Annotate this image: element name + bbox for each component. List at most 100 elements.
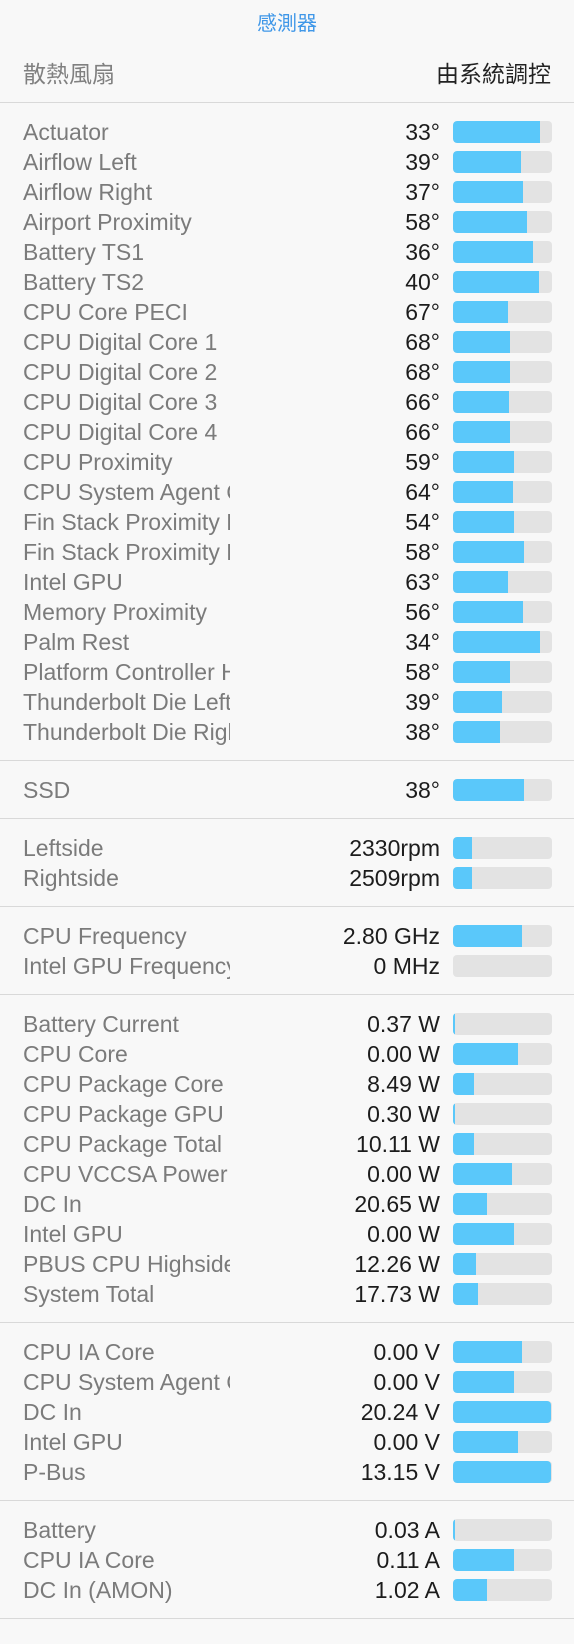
sensor-level-bar xyxy=(453,601,552,623)
sensor-level-bar xyxy=(453,1341,552,1363)
sensor-level-fill xyxy=(453,1223,515,1245)
sensor-label: Leftside xyxy=(23,834,104,861)
sensor-level-fill xyxy=(453,1253,476,1275)
sensor-label: Airport Proximity xyxy=(23,208,192,235)
sensor-label: CPU Digital Core 3 xyxy=(23,388,218,415)
sensor-label: DC In xyxy=(23,1398,82,1425)
sensor-level-bar xyxy=(453,1549,552,1571)
sensor-level-fill xyxy=(453,301,509,323)
sensor-row: Airport Proximity 58° xyxy=(0,207,574,237)
sensor-row: Intel GPU 0.00 W xyxy=(0,1219,574,1249)
sensor-level-fill xyxy=(453,1549,515,1571)
sensor-value: 0.03 A xyxy=(374,1516,440,1543)
sensor-level-bar xyxy=(453,391,552,413)
sensor-level-fill xyxy=(453,181,524,203)
sensor-row: Platform Controller Hub Die 58° xyxy=(0,657,574,687)
sensor-value: 34° xyxy=(405,628,440,655)
sensor-row: CPU Digital Core 1 68° xyxy=(0,327,574,357)
fan-control-label: 散熱風扇 xyxy=(23,61,115,87)
sensor-level-fill xyxy=(453,1133,474,1155)
sensor-label: DC In xyxy=(23,1190,82,1217)
sensor-level-bar xyxy=(453,1461,552,1483)
sensor-row: Memory Proximity 56° xyxy=(0,597,574,627)
sensor-label: P-Bus xyxy=(23,1458,86,1485)
sensor-level-fill xyxy=(453,779,525,801)
sensor-value: 36° xyxy=(405,238,440,265)
sensor-label: Fin Stack Proximity Left xyxy=(23,508,230,535)
sensor-level-bar xyxy=(453,1223,552,1245)
sensor-label: CPU IA Core xyxy=(23,1338,155,1365)
sensor-level-fill xyxy=(453,1579,487,1601)
sensor-list: Actuator 33° Airflow Left 39° Airflow Right 3… xyxy=(0,103,574,1619)
sensor-level-bar xyxy=(453,421,552,443)
sensor-value: 10.11 W xyxy=(356,1130,440,1157)
sensor-value: 8.49 W xyxy=(367,1070,440,1097)
sensor-row: Battery TS2 40° xyxy=(0,267,574,297)
sensor-level-fill xyxy=(453,241,534,263)
sensor-row: Leftside 2330rpm xyxy=(0,833,574,863)
sensor-level-bar xyxy=(453,451,552,473)
sensor-level-bar xyxy=(453,541,552,563)
sensor-level-fill xyxy=(453,1371,515,1393)
sensor-level-bar xyxy=(453,481,552,503)
sensor-level-bar xyxy=(453,571,552,593)
sensor-label: Airflow Right xyxy=(23,178,153,205)
sensor-row: CPU System Agent Core 64° xyxy=(0,477,574,507)
sensor-value: 58° xyxy=(405,658,440,685)
sensor-value: 58° xyxy=(405,208,440,235)
sensor-value: 39° xyxy=(405,688,440,715)
sensor-level-fill xyxy=(453,1519,455,1541)
sensor-level-bar xyxy=(453,361,552,383)
sensor-level-bar xyxy=(453,1371,552,1393)
sensor-value: 68° xyxy=(405,358,440,385)
sensor-row: CPU Frequency 2.80 GHz xyxy=(0,921,574,951)
sensor-level-fill xyxy=(453,661,511,683)
sensor-level-fill xyxy=(453,601,524,623)
sensor-level-bar xyxy=(453,241,552,263)
sensor-row: Battery 0.03 A xyxy=(0,1515,574,1545)
sensor-level-bar xyxy=(453,955,552,977)
sensor-value: 39° xyxy=(405,148,440,175)
sensor-row: Fin Stack Proximity Right 58° xyxy=(0,537,574,567)
sensor-level-bar xyxy=(453,1013,552,1035)
sensor-row: CPU Package GPU 0.30 W xyxy=(0,1099,574,1129)
sensor-level-fill xyxy=(453,481,514,503)
sensor-level-bar xyxy=(453,1073,552,1095)
sensor-level-bar xyxy=(453,271,552,293)
sensor-row: Battery TS1 36° xyxy=(0,237,574,267)
sensor-level-fill xyxy=(453,691,502,713)
sensor-label: CPU IA Core xyxy=(23,1546,155,1573)
sensor-level-fill xyxy=(453,631,541,653)
sensor-value: 0.00 W xyxy=(367,1220,440,1247)
sensor-level-bar xyxy=(453,1401,552,1423)
sensor-level-bar xyxy=(453,925,552,947)
sensor-label: CPU VCCSA Power xyxy=(23,1160,228,1187)
sensor-row: Thunderbolt Die Left 39° xyxy=(0,687,574,717)
sensor-row: Rightside 2509rpm xyxy=(0,863,574,893)
sensor-row: CPU Digital Core 4 66° xyxy=(0,417,574,447)
sensor-label: CPU System Agent Core xyxy=(23,1368,230,1395)
sensor-level-fill xyxy=(453,1163,513,1185)
sensor-label: CPU Proximity xyxy=(23,448,173,475)
sensor-row: Palm Rest 34° xyxy=(0,627,574,657)
sensor-row: Intel GPU Frequency 0 MHz xyxy=(0,951,574,981)
sensor-section-temperatures: Actuator 33° Airflow Left 39° Airflow Right 3… xyxy=(0,103,574,761)
sensor-level-bar xyxy=(453,1431,552,1453)
sensor-value: 2330rpm xyxy=(349,834,440,861)
sensor-level-fill xyxy=(453,1461,551,1483)
sensor-level-fill xyxy=(453,421,511,443)
fan-control-row[interactable]: 散熱風扇 由系統調控 xyxy=(0,42,574,103)
sensor-level-bar xyxy=(453,1163,552,1185)
sensor-label: CPU Digital Core 2 xyxy=(23,358,218,385)
sensor-value: 20.65 W xyxy=(354,1190,440,1217)
sensor-value: 67° xyxy=(405,298,440,325)
sensor-level-bar xyxy=(453,837,552,859)
sensor-value: 17.73 W xyxy=(354,1280,440,1307)
sensor-level-fill xyxy=(453,151,522,173)
sensor-level-bar xyxy=(453,1519,552,1541)
sensor-level-fill xyxy=(453,331,511,353)
sensor-level-fill xyxy=(453,1073,474,1095)
sensor-label: Battery TS2 xyxy=(23,268,145,295)
sensor-row: CPU IA Core 0.00 V xyxy=(0,1337,574,1367)
sensor-label: CPU Core PECI xyxy=(23,298,188,325)
